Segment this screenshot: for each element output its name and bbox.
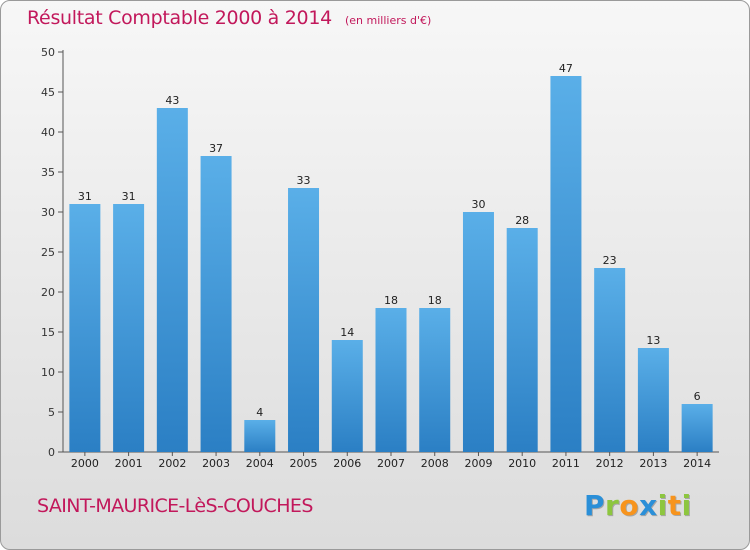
x-tick-label: 2005 <box>290 457 318 470</box>
bar <box>288 188 320 452</box>
x-tick-label: 2012 <box>596 457 624 470</box>
x-tick-label: 2001 <box>115 457 143 470</box>
bar-value-label: 13 <box>646 334 660 347</box>
logo-letter: r <box>605 489 620 522</box>
logo-letter: x <box>639 489 658 522</box>
bar <box>244 420 276 452</box>
y-tick-label: 20 <box>41 286 55 299</box>
logo-letter: o <box>619 489 640 522</box>
bar-value-label: 18 <box>428 294 442 307</box>
bar <box>375 308 407 452</box>
x-tick-label: 2009 <box>464 457 492 470</box>
bar-value-label: 31 <box>122 190 136 203</box>
bar-value-label: 28 <box>515 214 529 227</box>
bar <box>113 204 145 452</box>
bar-value-label: 23 <box>603 254 617 267</box>
bar <box>594 268 626 452</box>
chart-unit-note: (en milliers d'€) <box>344 14 432 27</box>
x-tick-label: 2000 <box>71 457 99 470</box>
bar <box>69 204 101 452</box>
y-tick-label: 15 <box>41 326 55 339</box>
x-tick-label: 2008 <box>421 457 449 470</box>
bar-value-label: 43 <box>165 94 179 107</box>
bar-value-label: 31 <box>78 190 92 203</box>
x-tick-label: 2002 <box>158 457 186 470</box>
bar <box>550 76 582 452</box>
x-tick-label: 2011 <box>552 457 580 470</box>
bar <box>419 308 451 452</box>
y-tick-label: 30 <box>41 206 55 219</box>
bar <box>331 340 363 452</box>
x-tick-label: 2004 <box>246 457 274 470</box>
bar <box>506 228 538 452</box>
bar <box>156 108 188 452</box>
bar-value-label: 6 <box>694 390 701 403</box>
y-tick-label: 35 <box>41 166 55 179</box>
chart-title-block: Résultat Comptable 2000 à 2014 (en milli… <box>27 7 431 29</box>
logo-letter: t <box>667 489 682 522</box>
bar <box>200 156 232 452</box>
y-tick-label: 5 <box>48 406 55 419</box>
x-tick-label: 2013 <box>639 457 667 470</box>
y-tick-label: 50 <box>41 46 55 59</box>
commune-name: SAINT-MAURICE-LèS-COUCHES <box>37 495 313 517</box>
logo-letter: i <box>681 489 692 522</box>
x-tick-label: 2007 <box>377 457 405 470</box>
bar-value-label: 30 <box>471 198 485 211</box>
bar <box>681 404 713 452</box>
proxiti-logo[interactable]: Proxiti <box>584 489 692 522</box>
chart-title: Résultat Comptable 2000 à 2014 <box>27 7 332 29</box>
bar <box>462 212 494 452</box>
logo-letter: P <box>584 489 606 522</box>
y-tick-label: 10 <box>41 366 55 379</box>
x-tick-label: 2014 <box>683 457 711 470</box>
bar <box>637 348 669 452</box>
y-tick-label: 25 <box>41 246 55 259</box>
bar-value-label: 18 <box>384 294 398 307</box>
x-tick-label: 2006 <box>333 457 361 470</box>
bar-value-label: 33 <box>297 174 311 187</box>
x-tick-label: 2010 <box>508 457 536 470</box>
y-tick-label: 40 <box>41 126 55 139</box>
bar-value-label: 47 <box>559 62 573 75</box>
bar-value-label: 37 <box>209 142 223 155</box>
x-tick-label: 2003 <box>202 457 230 470</box>
y-tick-label: 0 <box>48 446 55 459</box>
y-tick-label: 45 <box>41 86 55 99</box>
bar-value-label: 14 <box>340 326 354 339</box>
logo-letter: i <box>657 489 668 522</box>
bar-value-label: 4 <box>256 406 263 419</box>
